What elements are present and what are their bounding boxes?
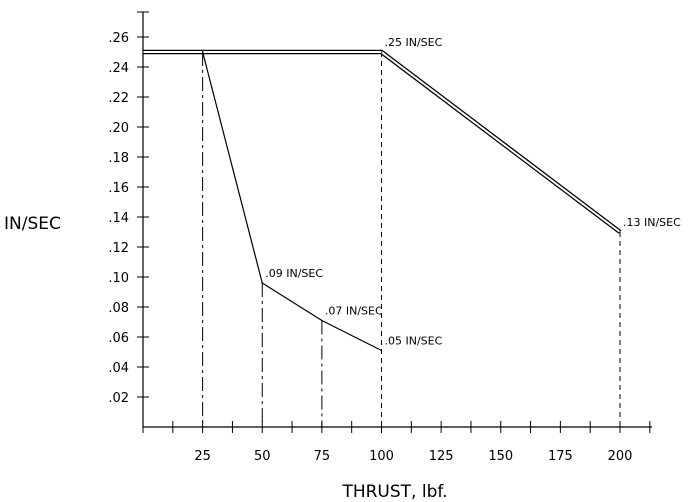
y-tick-label: .20 [108, 121, 129, 136]
series-line-inner [143, 51, 621, 233]
series-point [380, 51, 383, 53]
x-tick-label: 125 [429, 449, 454, 464]
y-tick-label: .10 [108, 271, 129, 286]
annotation-label: .09 IN/SEC [265, 267, 323, 280]
y-tick-label: .24 [108, 61, 129, 76]
series-line [202, 51, 382, 352]
y-tick-label: .18 [108, 151, 129, 166]
x-tick-label: 25 [194, 449, 211, 464]
y-tick-label: .08 [108, 301, 129, 316]
y-tick-label: .04 [108, 361, 129, 376]
series-point [142, 51, 144, 53]
series-point [321, 319, 323, 322]
y-tick-label: .14 [108, 211, 129, 226]
x-axis-title: THRUST, lbf. [341, 482, 447, 502]
y-tick-label: .22 [108, 91, 129, 106]
series-point [261, 282, 264, 284]
annotation-label: .05 IN/SEC [385, 335, 443, 348]
x-tick-label: 50 [254, 449, 271, 464]
annotation-label: .07 IN/SEC [325, 305, 383, 318]
annotation-label: .25 IN/SEC [385, 36, 443, 49]
series-point [619, 231, 621, 233]
x-tick-label: 150 [488, 449, 513, 464]
x-tick-label: 75 [314, 449, 331, 464]
series-point [380, 349, 383, 352]
x-tick-label: 175 [548, 449, 573, 464]
y-tick-label: .16 [108, 181, 129, 196]
x-tick-label: 100 [369, 449, 394, 464]
y-axis-title: IN/SEC [4, 214, 61, 234]
y-tick-label: .06 [108, 331, 129, 346]
x-tick-label: 200 [608, 449, 633, 464]
y-tick-label: .02 [108, 391, 129, 406]
annotation-label: .13 IN/SEC [623, 216, 681, 229]
y-tick-label: .26 [108, 31, 129, 46]
y-tick-label: .12 [108, 241, 129, 256]
series-point [201, 51, 204, 53]
